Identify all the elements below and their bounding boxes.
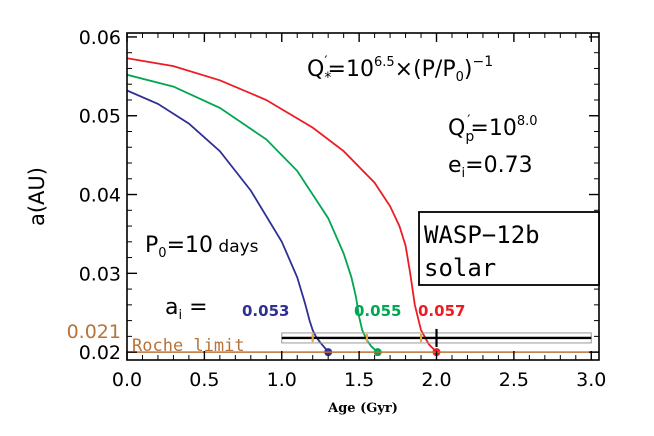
y-tick-label: 0.03	[79, 263, 121, 285]
x-tick-label: 1.0	[267, 369, 297, 391]
legend-box	[418, 211, 600, 286]
plot-frame	[126, 32, 600, 361]
series-label: 0.055	[354, 302, 401, 320]
y-tick-label-roche: 0.021	[67, 321, 121, 343]
y-tick-label: 0.02	[79, 342, 121, 364]
qstar-annotation: Q*′=106.5×(P/P0)−1	[307, 54, 493, 86]
x-tick-label: 0.0	[112, 369, 142, 391]
y-tick-label: 0.05	[79, 106, 121, 128]
y-tick-label: 0.06	[79, 27, 121, 49]
x-axis-title: Age (Gyr)	[327, 401, 398, 416]
series-line-0.053	[126, 89, 329, 353]
x-tick-label: 3.0	[576, 369, 606, 391]
series-line-0.057	[126, 57, 438, 353]
ei-annotation: ei=0.73	[448, 153, 533, 181]
p0-annotation: P0=10 days	[145, 233, 259, 261]
qp-annotation: Qp′=108.0	[448, 113, 538, 145]
x-tick-label: 2.0	[421, 369, 451, 391]
series-label: 0.053	[242, 302, 289, 320]
x-tick-label: 2.5	[499, 369, 529, 391]
x-tick-label: 1.5	[344, 369, 374, 391]
y-tick-label: 0.04	[79, 185, 121, 207]
ai-annotation: ai =	[165, 295, 208, 323]
series-label: 0.057	[418, 302, 465, 320]
box-line-1: WASP−12b	[424, 221, 540, 249]
x-tick-label: 0.5	[189, 369, 219, 391]
y-axis-title: a(AU)	[25, 167, 49, 226]
box-line-2: solar	[424, 254, 496, 282]
roche-limit-label: Roche limit	[132, 336, 245, 356]
